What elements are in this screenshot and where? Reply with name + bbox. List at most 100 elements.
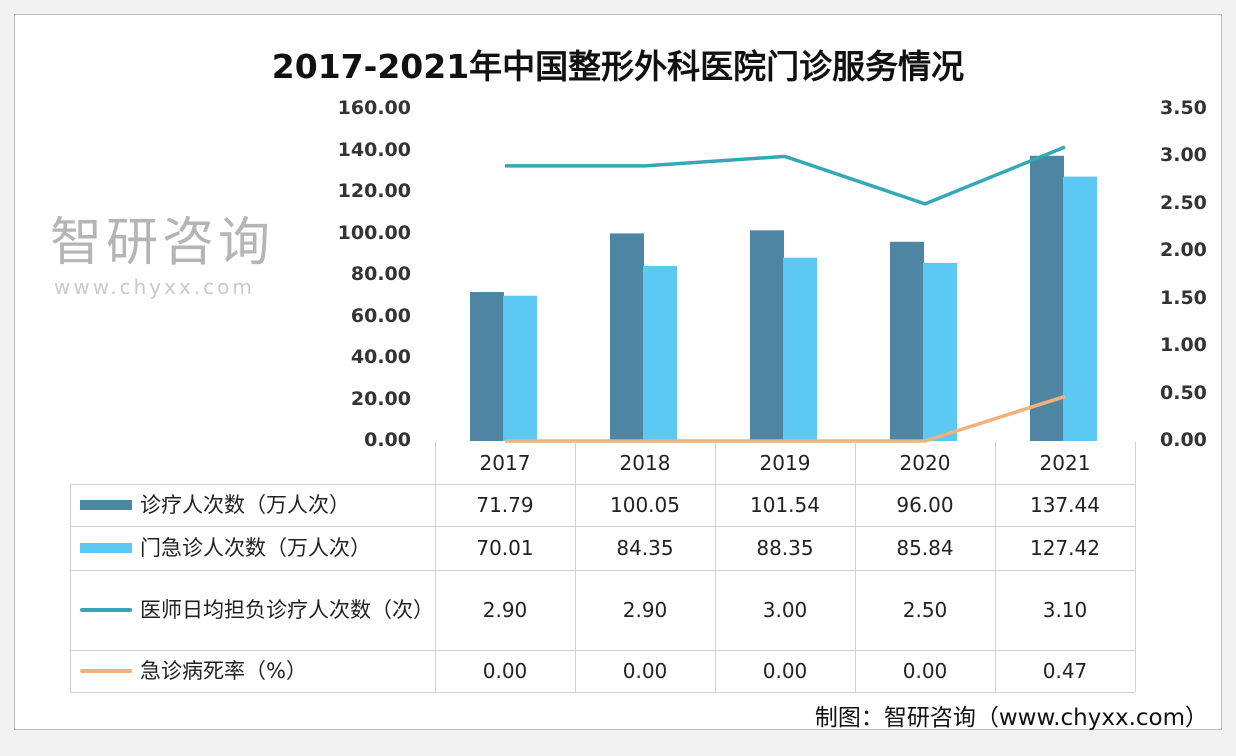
data-label: 0.00 [855,650,995,692]
table-gridline [1135,442,1136,692]
table-gridline [70,484,71,692]
left-axis-tick: 0.00 [364,429,411,451]
data-label: 2.90 [435,570,575,650]
x-axis-label-text: 2020 [899,451,951,475]
data-label-text: 0.00 [482,659,528,683]
data-label: 88.35 [715,526,855,570]
legend-row-label: 诊疗人次数（万人次） [72,484,442,526]
data-label-text: 127.42 [1030,536,1100,560]
chart-title: 2017-2021年中国整形外科医院门诊服务情况 [271,47,965,86]
data-label-text: 2.50 [902,598,948,622]
bar-outpatient-emergency-2019 [783,257,817,441]
watermark-url: www.chyxx.com [54,275,255,299]
bar-visits-2017 [470,292,504,441]
data-label: 0.47 [995,650,1135,692]
table-gridline [435,442,436,692]
legend-row-label: 医师日均担负诊疗人次数（次） [72,570,442,650]
right-axis-tick: 0.50 [1160,381,1207,404]
data-label: 0.00 [715,650,855,692]
data-label-text: 137.44 [1030,493,1100,517]
line-doctor-daily-load [505,145,1066,206]
left-axis-tick: 40.00 [350,346,411,368]
bar-outpatient-emergency-2018 [643,265,677,441]
data-label-text: 85.84 [896,536,954,560]
data-label-text: 96.00 [896,493,954,517]
table-gridline [995,442,996,692]
table-gridline [70,484,1135,485]
data-label: 71.79 [435,484,575,526]
watermark-logo: 智研咨询 [50,213,275,273]
table-gridline [715,442,716,692]
data-label: 3.10 [995,570,1135,650]
legend-label: 诊疗人次数（万人次） [140,493,350,517]
left-axis-tick: 120.00 [337,180,411,202]
data-label-text: 2.90 [482,598,528,622]
table-gridline [855,442,856,692]
legend-label: 医师日均担负诊疗人次数（次） [140,598,434,622]
legend-swatch [80,543,132,553]
x-axis-label: 2017 [435,442,575,484]
data-label-text: 71.79 [476,493,534,517]
x-axis-label: 2019 [715,442,855,484]
data-label: 2.50 [855,570,995,650]
left-axis-tick: 100.00 [337,221,411,244]
x-axis-label-text: 2021 [1039,451,1091,475]
data-label-text: 2.90 [622,598,668,622]
x-axis-label-text: 2017 [479,451,531,475]
right-axis-tick: 1.00 [1160,334,1207,357]
data-label-text: 84.35 [616,536,674,560]
data-label: 0.00 [435,650,575,692]
legend-swatch [80,500,132,510]
right-axis-tick: 3.00 [1160,144,1207,167]
left-axis-tick: 60.00 [350,304,411,327]
data-label: 70.01 [435,526,575,570]
table-gridline [70,650,1135,651]
bar-visits-2018 [610,233,644,441]
line-emergency-mortality [505,394,1066,443]
x-axis-label: 2021 [995,442,1135,484]
left-axis-tick: 140.00 [337,138,411,161]
data-label-text: 0.00 [762,659,808,683]
legend-label: 门急诊人次数（万人次） [140,536,371,560]
right-axis-tick: 0.00 [1160,429,1207,451]
data-label-text: 0.00 [622,659,668,683]
data-label-text: 3.00 [762,598,808,622]
legend-row-label: 急诊病死率（%） [72,650,442,692]
table-gridline [70,526,1135,527]
legend-label: 急诊病死率（%） [140,659,307,683]
x-axis-label-text: 2018 [619,451,671,475]
x-axis-label: 2020 [855,442,995,484]
data-label: 84.35 [575,526,715,570]
data-label-text: 0.47 [1042,659,1088,683]
legend-swatch [80,669,132,673]
data-label: 100.05 [575,484,715,526]
table-gridline [70,692,1135,693]
table-gridline [70,570,1135,571]
data-label: 0.00 [575,650,715,692]
data-label: 101.54 [715,484,855,526]
data-label: 3.00 [715,570,855,650]
data-label-text: 70.01 [476,536,534,560]
source-note: 制图：智研咨询（www.chyxx.com） [814,705,1208,731]
right-axis-tick: 2.00 [1160,239,1207,262]
data-label-text: 0.00 [902,659,948,683]
table-gridline [575,442,576,692]
bar-outpatient-emergency-2021 [1063,176,1097,441]
data-label: 2.90 [575,570,715,650]
data-label: 96.00 [855,484,995,526]
bar-outpatient-emergency-2020 [923,262,957,441]
x-axis-label: 2018 [575,442,715,484]
data-label-text: 88.35 [756,536,814,560]
data-label-text: 3.10 [1042,598,1088,622]
left-axis-tick: 20.00 [350,387,411,410]
x-axis-label-text: 2019 [759,451,811,475]
bar-outpatient-emergency-2017 [503,295,537,441]
right-axis-tick: 2.50 [1160,191,1207,214]
data-label: 85.84 [855,526,995,570]
bar-visits-2021 [1030,155,1064,441]
right-axis-tick: 3.50 [1160,97,1207,119]
left-axis-tick: 160.00 [337,97,411,119]
left-axis-tick: 80.00 [350,263,411,285]
data-label-text: 101.54 [750,493,820,517]
legend-row-label: 门急诊人次数（万人次） [72,526,442,570]
